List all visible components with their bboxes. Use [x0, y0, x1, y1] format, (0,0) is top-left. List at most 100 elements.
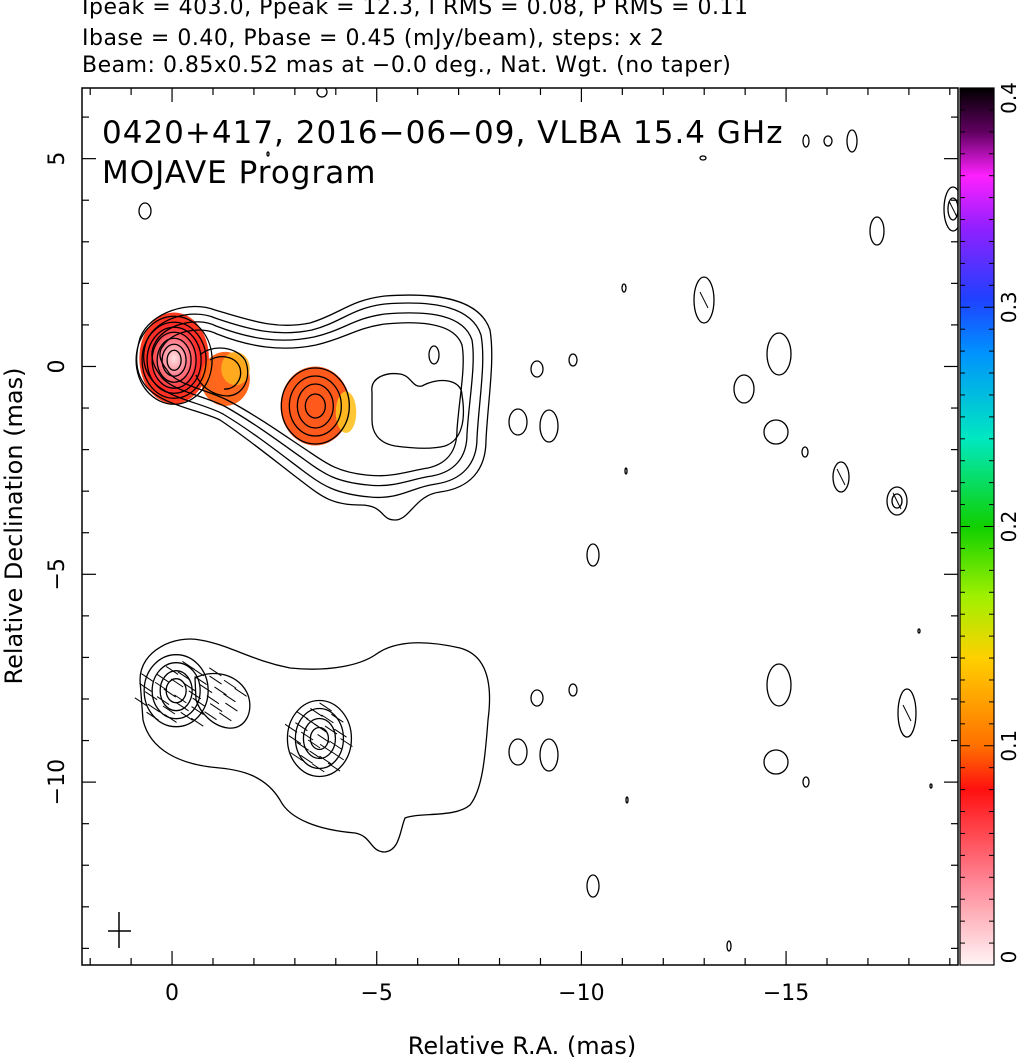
x-tick-label: 0 [165, 981, 179, 1006]
noise-contours [138, 88, 958, 952]
core-contour [146, 326, 202, 394]
evpa-stick [836, 468, 846, 486]
noise-contour [869, 216, 885, 246]
intensity-contour [159, 322, 464, 477]
y-axis-title: Relative Declination (mas) [0, 367, 28, 684]
evpa-stick [902, 704, 912, 722]
x-tick-label: −5 [361, 981, 393, 1006]
evpa-stick [699, 291, 709, 309]
polarization-map [134, 638, 491, 853]
program-label: MOJAVE Program [102, 155, 376, 191]
evpa-stick [321, 714, 334, 724]
evpa-stick [139, 683, 152, 692]
noise-contour [539, 409, 559, 443]
evpa-stick [206, 695, 220, 705]
noise-contour [621, 283, 627, 293]
evpa-stick [204, 711, 217, 721]
evpa-stick [144, 691, 158, 701]
evpa-stick [309, 750, 322, 760]
noise-contour [568, 353, 578, 367]
intensity-contour [136, 294, 493, 521]
evpa-stick [180, 711, 193, 721]
evpa-stick [319, 702, 332, 712]
evpa-stick [288, 735, 302, 745]
evpa-stick [324, 725, 338, 735]
noise-contour [802, 134, 810, 148]
noise-contour [947, 197, 958, 221]
noise-contour [823, 135, 833, 147]
knot-contour [288, 375, 342, 437]
evpa-stick [327, 762, 341, 772]
y-tick-label: −10 [45, 759, 70, 805]
noise-contour [625, 796, 629, 804]
noise-contour [891, 493, 903, 509]
core-contour [141, 321, 207, 399]
x-axis-title: Relative R.A. (mas) [408, 1032, 636, 1060]
core-contour [166, 349, 182, 371]
noise-contour [929, 783, 933, 789]
noise-contour [586, 543, 600, 567]
evpa-stick [183, 682, 196, 692]
evpa-stick [223, 679, 237, 689]
noise-contour [624, 467, 628, 475]
intensity-contour [428, 345, 440, 365]
evpa-stick [165, 666, 179, 675]
plot-frame [81, 87, 959, 966]
y-tick-label: 5 [45, 152, 70, 166]
evpa-stick [317, 734, 330, 743]
noise-contour [846, 129, 858, 153]
evpa-stick [334, 728, 347, 738]
pol-contour [309, 726, 330, 751]
evpa-stick [176, 702, 189, 712]
x-tick-label: −15 [763, 981, 809, 1006]
evpa-stick [154, 681, 168, 691]
evpa-stick [300, 731, 314, 741]
noise-contour [138, 202, 152, 220]
evpa-stick [214, 686, 227, 696]
noise-contour [832, 461, 850, 493]
pol-contour [302, 717, 337, 760]
evpa-stick [174, 694, 187, 704]
noise-contour [766, 663, 792, 707]
pol-contour [151, 662, 201, 720]
colorbar: 0 0.1 0.2 0.3 0.4 [959, 82, 1021, 966]
colorbar-tick-label: 0.3 [997, 291, 1021, 323]
core-contour [209, 356, 242, 390]
noise-contour [801, 446, 809, 458]
noise-contour [897, 688, 917, 738]
evpa-stick [284, 723, 298, 733]
noise-contour [530, 689, 544, 707]
knot-contour [304, 393, 326, 419]
plot-area: 0 −5 −10 −15 5 0 −5 −10 [45, 87, 959, 1006]
fractional-polarization-patch [280, 366, 351, 446]
evpa-stick [312, 763, 325, 773]
noise-contour [508, 738, 528, 766]
evpa-stick [192, 697, 205, 707]
noise-contour [726, 940, 732, 952]
evpa-stick [163, 688, 177, 698]
evpa-stick [162, 705, 176, 715]
evpa-stick [290, 752, 303, 762]
colorbar-tick-label: 0.2 [997, 511, 1021, 543]
y-tick-label: 0 [45, 359, 70, 373]
evpa-stick [307, 739, 321, 749]
evpa-stick [177, 671, 191, 681]
colorbar-tick-label: 0.1 [997, 730, 1021, 762]
evpa-stick [225, 702, 238, 712]
noise-contour [766, 332, 792, 376]
noise-contour [943, 186, 958, 232]
colorbar-tick-label: 0 [997, 951, 1021, 964]
fractional-polarization-patch [335, 391, 357, 433]
evpa-stick [170, 678, 184, 688]
intensity-contour [139, 638, 491, 853]
core-contour [151, 331, 197, 389]
noise-contour [508, 408, 528, 436]
evpa-stick [892, 492, 902, 510]
evpa-stick [319, 743, 333, 753]
evpa-stick [340, 738, 353, 747]
noise-contour [693, 276, 715, 324]
evpa-stick [209, 675, 222, 685]
noise-contour [586, 874, 600, 898]
evpa-stick [209, 667, 222, 677]
